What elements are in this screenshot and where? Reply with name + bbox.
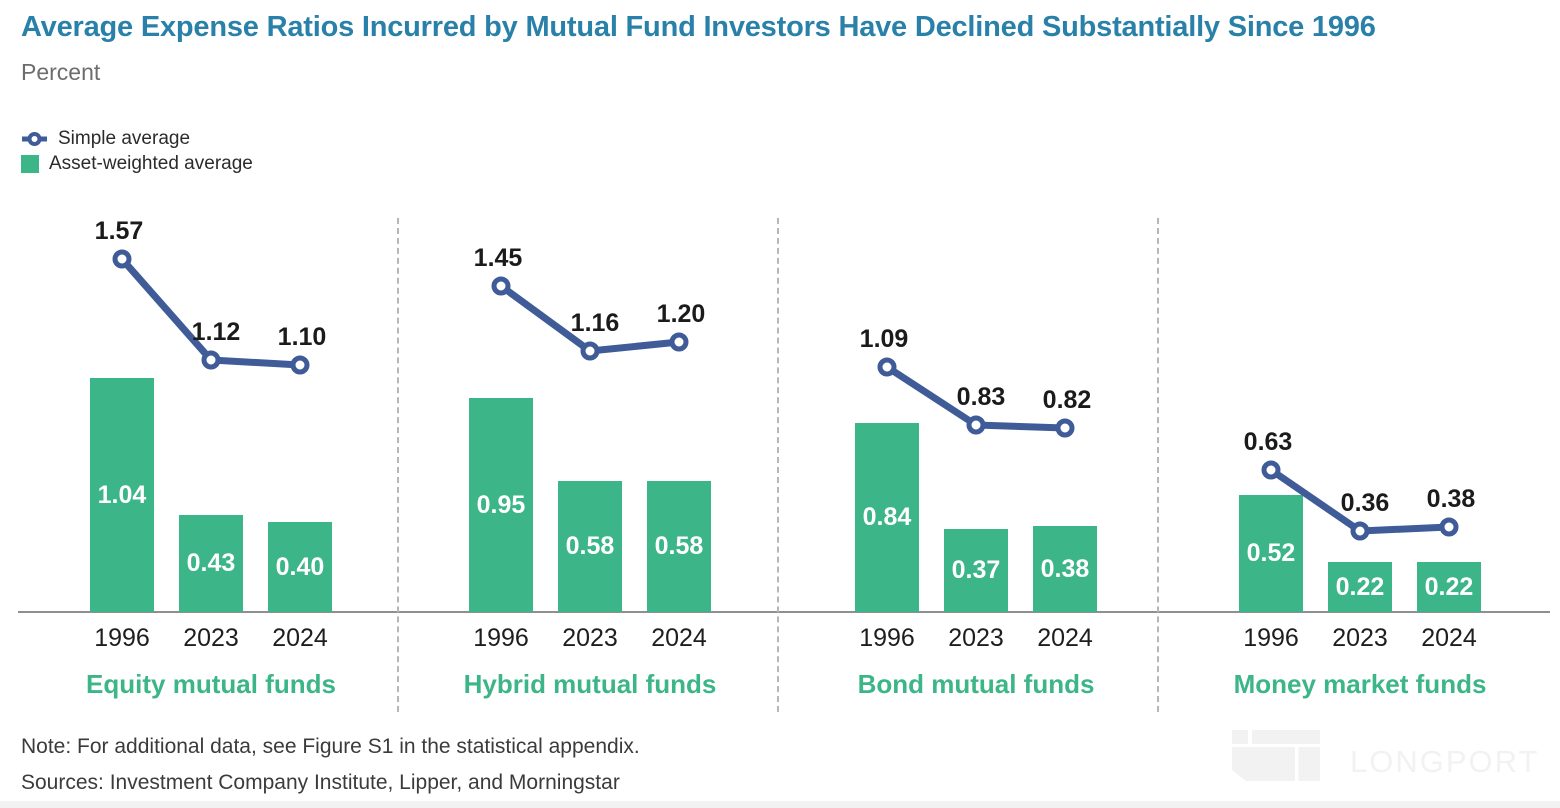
bar-value-label: 0.43 bbox=[186, 549, 236, 577]
bar-value-label: 0.22 bbox=[1335, 572, 1385, 601]
x-axis-line bbox=[18, 611, 1550, 613]
bar-2023: 0.58 bbox=[558, 481, 622, 612]
simple-average-point-marker bbox=[1261, 460, 1281, 480]
line-value-label: 0.38 bbox=[1426, 485, 1476, 513]
bar-1996: 0.84 bbox=[855, 423, 919, 612]
x-tick-label: 1996 bbox=[859, 624, 915, 652]
bar-2023: 0.43 bbox=[179, 515, 243, 612]
simple-average-point-marker bbox=[491, 276, 511, 296]
bar-value-label: 0.40 bbox=[275, 552, 325, 581]
legend-item-simple-average: Simple average bbox=[21, 128, 253, 149]
line-value-label: 0.82 bbox=[1042, 386, 1092, 414]
bar-1996: 0.95 bbox=[469, 398, 533, 612]
x-tick-label: 2023 bbox=[183, 624, 239, 652]
bar-value-label: 0.38 bbox=[1040, 554, 1090, 583]
bar-value-label: 0.84 bbox=[862, 503, 912, 531]
bar-value-label: 0.95 bbox=[476, 490, 526, 519]
y-axis-unit-label: Percent bbox=[21, 59, 101, 85]
simple-average-point-marker bbox=[290, 355, 310, 375]
group-label: Money market funds bbox=[1233, 669, 1487, 699]
line-value-label: 1.20 bbox=[656, 300, 706, 328]
bottom-edge-strip bbox=[0, 801, 1560, 808]
bar-1996: 0.52 bbox=[1239, 495, 1303, 612]
x-tick-label: 2023 bbox=[562, 624, 618, 652]
panel-divider bbox=[1157, 218, 1159, 712]
line-value-label: 1.57 bbox=[94, 217, 144, 245]
bar-2024: 0.40 bbox=[268, 522, 332, 612]
x-tick-label: 2023 bbox=[1332, 624, 1388, 652]
legend-label-simple-average: Simple average bbox=[58, 128, 191, 149]
simple-average-point-marker bbox=[580, 341, 600, 361]
watermark-text: LONGPORT bbox=[1350, 743, 1540, 779]
line-value-label: 1.12 bbox=[191, 318, 241, 346]
x-tick-label: 2023 bbox=[948, 624, 1004, 652]
x-tick-label: 1996 bbox=[94, 624, 150, 652]
line-value-label: 0.63 bbox=[1243, 428, 1293, 456]
x-tick-label: 2024 bbox=[651, 624, 707, 652]
simple-average-point-marker bbox=[1439, 517, 1459, 537]
legend-label-asset-weighted-average: Asset-weighted average bbox=[49, 153, 253, 174]
line-value-label: 1.10 bbox=[277, 323, 327, 351]
group-label: Hybrid mutual funds bbox=[463, 669, 717, 699]
line-circle-marker-icon bbox=[22, 132, 47, 146]
line-value-label: 1.16 bbox=[570, 309, 620, 337]
simple-average-point-marker bbox=[669, 332, 689, 352]
group-label: Equity mutual funds bbox=[86, 669, 336, 699]
x-tick-label: 2024 bbox=[272, 624, 328, 652]
x-tick-label: 2024 bbox=[1421, 624, 1477, 652]
bar-value-label: 0.58 bbox=[565, 532, 615, 560]
chart-title: Average Expense Ratios Incurred by Mutua… bbox=[21, 11, 1376, 43]
longport-logo-icon bbox=[1232, 730, 1320, 781]
bar-value-label: 0.37 bbox=[951, 556, 1001, 584]
x-tick-label: 1996 bbox=[473, 624, 529, 652]
panel-divider bbox=[777, 218, 779, 712]
line-value-label: 0.36 bbox=[1340, 489, 1390, 517]
watermark: LONGPORT bbox=[1232, 730, 1539, 781]
square-marker-icon bbox=[21, 155, 39, 173]
group-label: Bond mutual funds bbox=[857, 669, 1095, 699]
simple-average-point-marker bbox=[201, 350, 221, 370]
simple-average-point-marker bbox=[1350, 521, 1370, 541]
line-value-label: 0.83 bbox=[956, 383, 1006, 411]
simple-average-line bbox=[118, 255, 304, 369]
bar-2023: 0.37 bbox=[944, 529, 1008, 612]
bar-1996: 1.04 bbox=[90, 378, 154, 612]
simple-average-point-marker bbox=[877, 357, 897, 377]
line-value-label: 1.45 bbox=[473, 244, 523, 272]
legend-item-asset-weighted-average: Asset-weighted average bbox=[21, 153, 253, 174]
simple-average-point-marker bbox=[966, 415, 986, 435]
x-tick-label: 1996 bbox=[1243, 624, 1299, 652]
sources-text: Sources: Investment Company Institute, L… bbox=[21, 771, 620, 794]
panel-divider bbox=[397, 218, 399, 712]
bar-value-label: 0.52 bbox=[1246, 539, 1296, 567]
legend: Simple average Asset-weighted average bbox=[21, 128, 253, 180]
bar-2024: 0.58 bbox=[647, 481, 711, 612]
bar-2024: 0.22 bbox=[1417, 562, 1481, 612]
x-tick-label: 2024 bbox=[1037, 624, 1093, 652]
line-value-label: 1.09 bbox=[859, 325, 909, 353]
bar-2024: 0.38 bbox=[1033, 526, 1097, 612]
bar-value-label: 0.22 bbox=[1424, 572, 1474, 601]
bar-2023: 0.22 bbox=[1328, 562, 1392, 612]
bar-value-label: 0.58 bbox=[654, 532, 704, 560]
bar-value-label: 1.04 bbox=[97, 480, 147, 509]
simple-average-point-marker bbox=[1055, 418, 1075, 438]
simple-average-point-marker bbox=[112, 249, 132, 269]
note-text: Note: For additional data, see Figure S1… bbox=[21, 735, 640, 758]
